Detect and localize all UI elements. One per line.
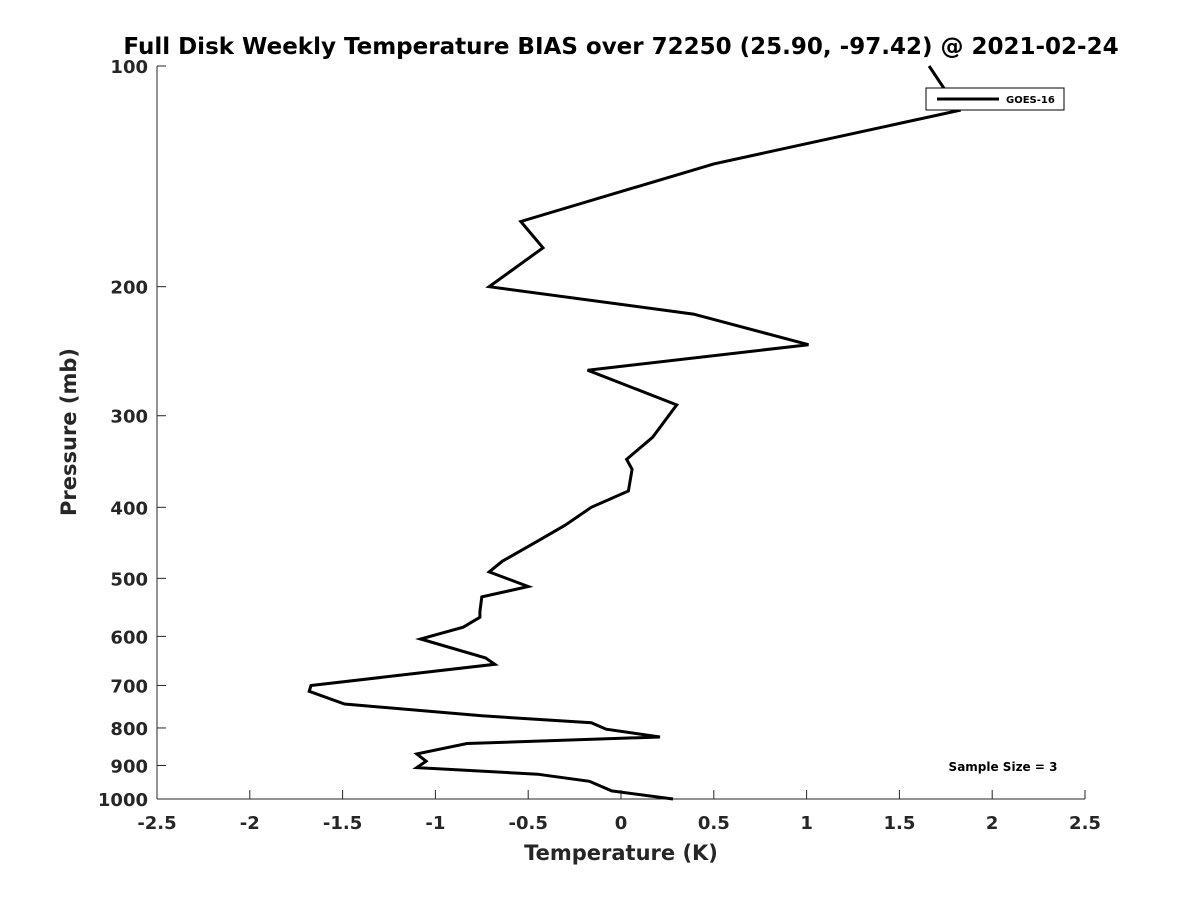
y-tick-label: 700 [110,676,148,697]
legend-entry-goes-16: GOES-16 [1006,95,1055,106]
x-tick-label: -2.5 [137,813,176,834]
x-tick-label: 0.5 [698,813,730,834]
y-tick-label: 100 [110,57,148,78]
y-tick-label: 900 [110,756,148,777]
x-axis-ticks: -2.5 -2 -1.5 -1 -0.5 0 0.5 1 1.5 2 2.5 [137,790,1101,834]
y-tick-label: 500 [110,569,148,590]
y-axis-label: Pressure (mb) [57,348,81,516]
x-tick-label: -0.5 [509,813,548,834]
y-tick-label: 1000 [98,790,148,811]
sample-size-annotation: Sample Size = 3 [949,760,1058,774]
x-tick-label: 0 [615,813,628,834]
plot-area [157,66,1085,799]
x-axis-label: Temperature (K) [524,841,718,865]
x-tick-label: 2.5 [1069,813,1101,834]
x-tick-label: -2 [240,813,260,834]
x-tick-label: 1.5 [883,813,915,834]
y-tick-label: 300 [110,407,148,428]
chart-title: Full Disk Weekly Temperature BIAS over 7… [123,34,1118,60]
x-tick-label: -1 [425,813,445,834]
series-layer [307,65,962,801]
y-tick-label: 800 [110,719,148,740]
y-axis-ticks: 100 200 300 400 500 600 700 800 900 1000 [98,57,166,811]
x-tick-label: 2 [986,813,999,834]
y-tick-label: 400 [110,498,148,519]
y-tick-label: 200 [110,278,148,299]
series-line-goes-16 [307,65,962,801]
y-tick-label: 600 [110,627,148,648]
legend: GOES-16 [925,87,1065,111]
x-tick-label: -1.5 [323,813,362,834]
x-tick-label: 1 [800,813,813,834]
